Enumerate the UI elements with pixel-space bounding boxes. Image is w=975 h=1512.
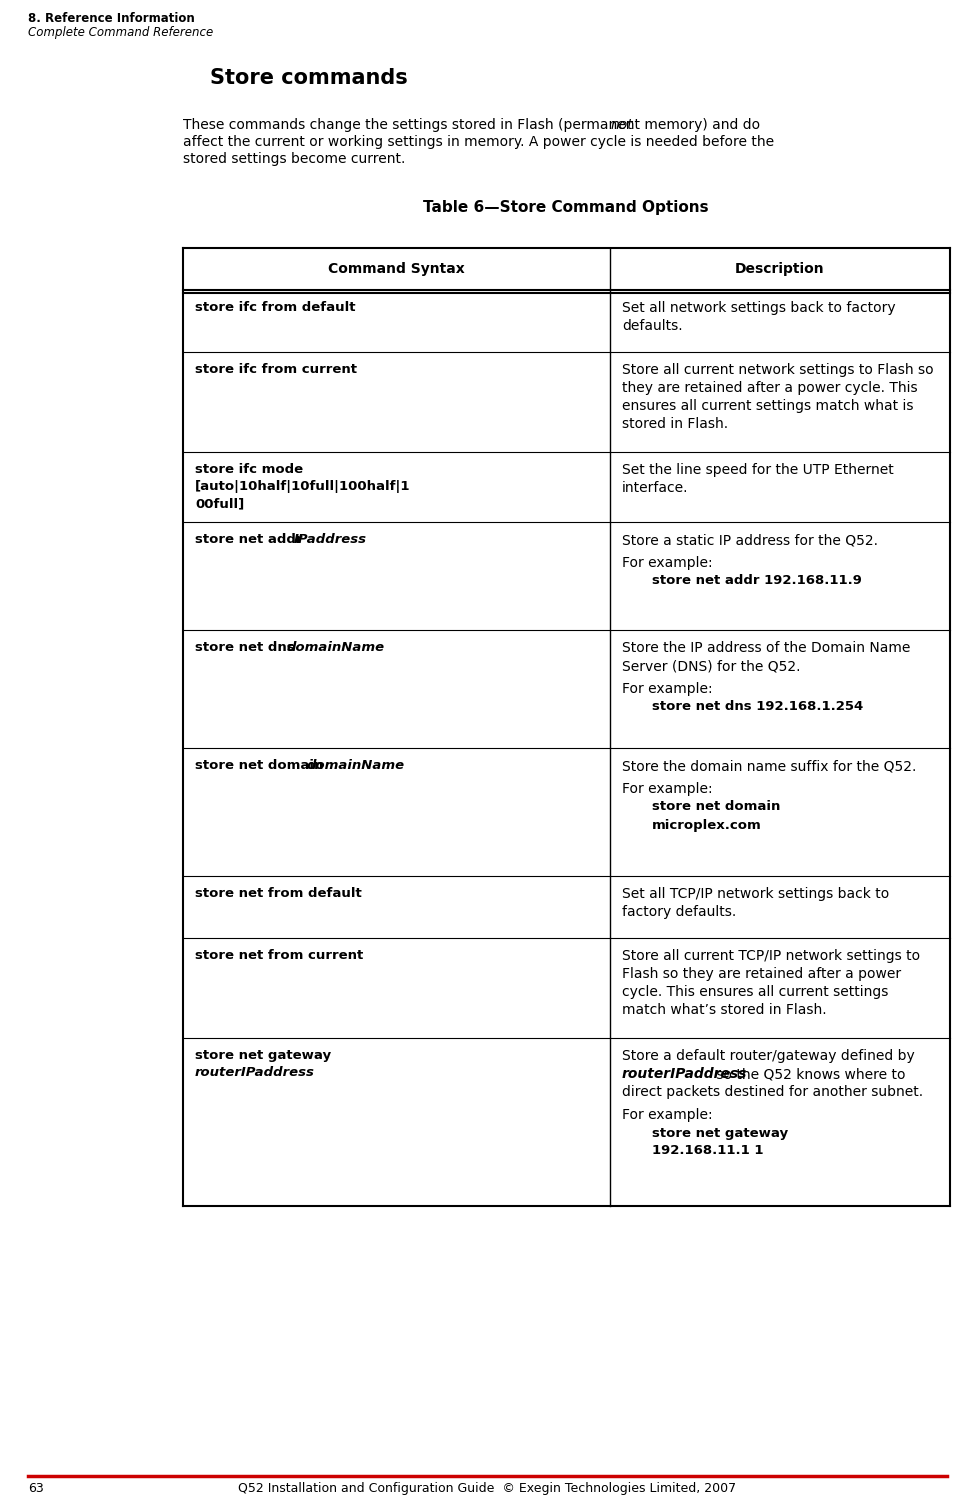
Text: direct packets destined for another subnet.: direct packets destined for another subn… [622,1086,923,1099]
Text: domainName: domainName [287,641,385,655]
Text: Complete Command Reference: Complete Command Reference [28,26,214,39]
Text: they are retained after a power cycle. This: they are retained after a power cycle. T… [622,381,917,395]
Text: Set all network settings back to factory: Set all network settings back to factory [622,301,896,314]
Text: IPaddress: IPaddress [293,534,367,546]
Text: Set all TCP/IP network settings back to: Set all TCP/IP network settings back to [622,888,889,901]
Text: These commands change the settings stored in Flash (permanent memory) and do: These commands change the settings store… [183,118,764,132]
Text: ensures all current settings match what is: ensures all current settings match what … [622,399,914,413]
Text: microplex.com: microplex.com [652,818,761,832]
Text: 8. Reference Information: 8. Reference Information [28,12,195,26]
Text: 00full]: 00full] [195,497,245,510]
Text: not: not [610,118,633,132]
Text: store net domain: store net domain [652,800,780,813]
Text: store ifc mode: store ifc mode [195,463,303,476]
Text: domainName: domainName [306,759,405,773]
Text: 63: 63 [28,1482,44,1495]
Text: Set the line speed for the UTP Ethernet: Set the line speed for the UTP Ethernet [622,463,894,476]
Text: store net gateway: store net gateway [652,1126,788,1140]
Text: stored settings become current.: stored settings become current. [183,153,406,166]
Text: store ifc from default: store ifc from default [195,301,356,314]
Text: routerIPaddress: routerIPaddress [195,1066,315,1080]
Text: store net gateway: store net gateway [195,1049,332,1061]
Text: store net dns: store net dns [195,641,299,655]
Text: For example:: For example: [622,1108,713,1122]
Text: Description: Description [735,262,825,277]
Text: store net addr: store net addr [195,534,307,546]
Text: Table 6—Store Command Options: Table 6—Store Command Options [423,200,709,215]
Text: 192.168.11.1 1: 192.168.11.1 1 [652,1145,763,1158]
Text: Command Syntax: Command Syntax [329,262,465,277]
Text: Store commands: Store commands [210,68,408,88]
Text: Store a default router/gateway defined by: Store a default router/gateway defined b… [622,1049,915,1063]
Text: Store all current TCP/IP network settings to: Store all current TCP/IP network setting… [622,950,920,963]
Text: Store all current network settings to Flash so: Store all current network settings to Fl… [622,363,934,376]
Text: Q52 Installation and Configuration Guide  © Exegin Technologies Limited, 2007: Q52 Installation and Configuration Guide… [239,1482,736,1495]
Text: defaults.: defaults. [622,319,682,333]
Text: interface.: interface. [622,481,688,494]
Text: For example:: For example: [622,682,713,697]
Text: stored in Flash.: stored in Flash. [622,417,728,431]
Text: Store the domain name suffix for the Q52.: Store the domain name suffix for the Q52… [622,759,916,773]
Text: affect the current or working settings in memory. A power cycle is needed before: affect the current or working settings i… [183,135,774,150]
Text: Flash so they are retained after a power: Flash so they are retained after a power [622,968,901,981]
Text: store net domain: store net domain [195,759,328,773]
Text: store ifc from current: store ifc from current [195,363,357,376]
Text: factory defaults.: factory defaults. [622,906,736,919]
Text: For example:: For example: [622,556,713,570]
Text: match what’s stored in Flash.: match what’s stored in Flash. [622,1002,827,1018]
Text: so the Q52 knows where to: so the Q52 knows where to [712,1067,906,1081]
Text: For example:: For example: [622,783,713,797]
Text: Store the IP address of the Domain Name: Store the IP address of the Domain Name [622,641,911,655]
Text: Store a static IP address for the Q52.: Store a static IP address for the Q52. [622,534,878,547]
Text: store net dns 192.168.1.254: store net dns 192.168.1.254 [652,700,863,714]
Text: routerIPaddress: routerIPaddress [622,1067,748,1081]
Text: [auto|10half|10full|100half|1: [auto|10half|10full|100half|1 [195,479,410,493]
Text: Server (DNS) for the Q52.: Server (DNS) for the Q52. [622,659,800,673]
Text: store net from default: store net from default [195,888,362,900]
Text: store net from current: store net from current [195,950,364,962]
Text: cycle. This ensures all current settings: cycle. This ensures all current settings [622,984,888,999]
Text: store net addr 192.168.11.9: store net addr 192.168.11.9 [652,575,862,588]
